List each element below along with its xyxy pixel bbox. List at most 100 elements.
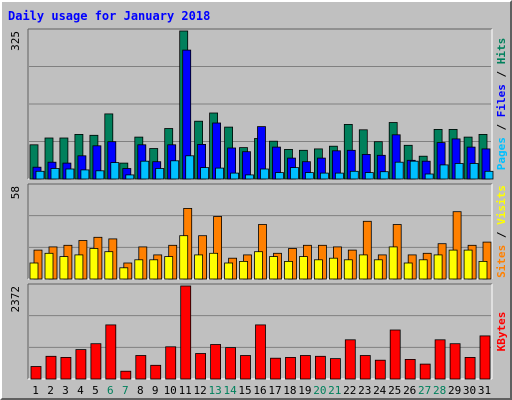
bar-sites: [478, 260, 488, 280]
bar-sites: [313, 259, 323, 280]
bar-pages: [200, 167, 210, 180]
bar-pages: [95, 170, 105, 180]
bar-sites: [104, 251, 114, 280]
bar-kbytes: [359, 355, 371, 380]
bar-pages: [65, 168, 75, 180]
y-max-label: 58: [9, 186, 22, 199]
bar-pages: [275, 172, 284, 180]
x-tick-label: 13: [208, 384, 221, 397]
bar-kbytes: [389, 329, 401, 380]
bar-pages: [424, 173, 434, 180]
bar-sites: [59, 256, 69, 280]
bar-sites: [388, 246, 398, 280]
x-tick-label: 9: [152, 384, 159, 397]
legend-separator: /: [495, 225, 508, 245]
y-max-label: 325: [9, 31, 22, 51]
bar-sites: [373, 259, 383, 280]
x-tick-label: 10: [164, 384, 177, 397]
bar-kbytes: [270, 357, 281, 380]
bar-pages: [334, 172, 344, 180]
x-tick-label: 11: [179, 384, 192, 397]
kbytes-panel: 2372 KBytes: [9, 283, 508, 380]
x-tick-label: 21: [328, 384, 341, 397]
legend-separator: /: [495, 64, 508, 84]
bar-pages: [260, 168, 269, 180]
bar-sites: [164, 256, 174, 280]
x-tick-label: 19: [298, 384, 311, 397]
x-tick-label: 6: [107, 384, 114, 397]
x-tick-label: 20: [313, 384, 326, 397]
bar-pages: [35, 170, 45, 180]
bar-sites: [134, 259, 144, 280]
bar-kbytes: [329, 358, 341, 380]
bar-sites: [403, 262, 413, 280]
legend-hits: Hits: [495, 38, 508, 65]
bar-pages: [439, 164, 449, 180]
bar-sites: [418, 259, 428, 280]
x-tick-label: 8: [137, 384, 144, 397]
bar-kbytes: [479, 335, 491, 380]
x-tick-label: 4: [77, 384, 84, 397]
x-tick-label: 26: [403, 384, 416, 397]
bar-kbytes: [30, 366, 42, 380]
x-tick-label: 24: [373, 384, 387, 397]
legend: Pages / Files / Hits: [495, 38, 508, 171]
bar-sites: [298, 256, 308, 280]
bar-pages: [304, 172, 314, 180]
bar-kbytes: [314, 355, 326, 380]
x-tick-label: 18: [283, 384, 296, 397]
x-tick-label: 22: [343, 384, 356, 397]
bar-kbytes: [404, 358, 416, 380]
bar-kbytes: [165, 346, 177, 380]
bar-sites: [239, 260, 248, 280]
bar-pages: [394, 161, 404, 180]
y-max-label: 2372: [9, 286, 22, 313]
bar-kbytes: [105, 324, 117, 380]
bar-kbytes: [75, 349, 87, 380]
bar-sites: [463, 249, 473, 280]
bar-kbytes: [60, 356, 72, 380]
bar-pages: [319, 172, 329, 180]
bar-sites: [284, 260, 293, 280]
bar-sites: [448, 249, 458, 280]
bar-kbytes: [464, 356, 476, 380]
legend-visits: Visits: [495, 185, 508, 225]
bar-sites: [328, 257, 338, 280]
bar-kbytes: [434, 339, 446, 380]
x-tick-label: 1: [32, 384, 39, 397]
legend-files: Files: [495, 84, 508, 117]
x-tick-label: 28: [433, 384, 446, 397]
bar-sites: [179, 235, 189, 280]
bar-kbytes: [180, 285, 192, 380]
x-tick-label: 25: [388, 384, 401, 397]
x-tick-label: 14: [223, 384, 237, 397]
x-tick-label: 27: [418, 384, 431, 397]
legend: KBytes: [495, 312, 508, 352]
bar-sites: [254, 251, 263, 280]
bar-kbytes: [419, 363, 431, 380]
bar-pages: [469, 163, 479, 180]
x-tick-label: 23: [358, 384, 371, 397]
bar-pages: [230, 172, 240, 180]
bar-pages: [484, 170, 494, 180]
bar-pages: [379, 171, 389, 180]
visits-sites-panel: 58 Sites / Visits: [9, 183, 508, 280]
bar-sites: [44, 252, 54, 280]
bar-sites: [433, 254, 443, 280]
bar-pages: [409, 160, 419, 180]
bar-sites: [269, 256, 278, 280]
bar-sites: [209, 252, 219, 280]
x-tick-label: 5: [92, 384, 99, 397]
bar-sites: [29, 262, 39, 280]
x-tick-label: 29: [448, 384, 461, 397]
legend: Sites / Visits: [495, 185, 508, 278]
bar-kbytes: [45, 355, 57, 380]
bar-kbytes: [120, 370, 132, 380]
chart-title: Daily usage for January 2018: [8, 9, 210, 23]
bar-pages: [170, 160, 180, 180]
legend-kbytes: KBytes: [495, 312, 508, 352]
bar-pages: [215, 167, 225, 180]
bar-pages: [110, 162, 120, 180]
